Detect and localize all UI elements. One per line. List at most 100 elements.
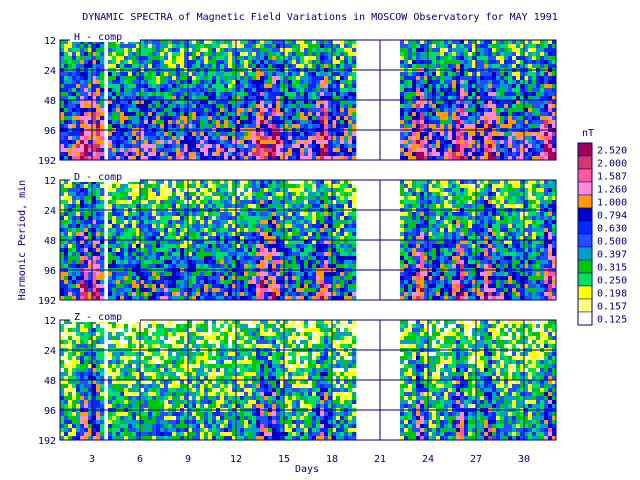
spectrum-cell (244, 64, 249, 69)
spectrum-cell (400, 48, 405, 53)
spectrum-cell (180, 216, 185, 221)
spectrum-cell (532, 60, 537, 65)
spectrum-cell (200, 204, 205, 209)
spectrum-cell (156, 48, 161, 53)
spectrum-cell (184, 200, 189, 205)
spectrum-cell (272, 244, 277, 249)
spectrum-cell (96, 180, 101, 185)
spectrum-cell (424, 64, 429, 69)
spectrum-cell (160, 104, 165, 109)
spectrum-cell (120, 228, 125, 233)
spectrum-cell (172, 96, 177, 101)
spectrum-cell (96, 108, 101, 113)
spectrum-cell (76, 196, 81, 201)
spectrum-cell (272, 60, 277, 65)
spectrum-cell (264, 108, 269, 113)
spectrum-cell (228, 192, 233, 197)
spectrum-cell (196, 144, 201, 149)
spectrum-cell (488, 108, 493, 113)
spectrum-cell (512, 48, 517, 53)
spectrum-cell (508, 72, 513, 77)
spectrum-cell (412, 64, 417, 69)
spectrum-cell (292, 64, 297, 69)
spectrum-cell (68, 220, 73, 225)
spectrum-cell (444, 92, 449, 97)
spectrum-cell (352, 60, 357, 65)
spectrum-cell (240, 188, 245, 193)
spectrum-cell (536, 152, 541, 157)
spectrum-cell (500, 108, 505, 113)
spectrum-cell (92, 228, 97, 233)
spectrum-cell (260, 216, 265, 221)
spectrum-cell (88, 156, 93, 161)
spectrum-cell (452, 64, 457, 69)
spectrum-cell (120, 276, 125, 281)
spectrum-cell (140, 196, 145, 201)
spectrum-cell (84, 132, 89, 137)
spectrum-cell (316, 80, 321, 85)
spectrum-cell (72, 196, 77, 201)
spectrum-cell (352, 40, 357, 45)
spectrum-cell (512, 84, 517, 89)
spectrum-cell (192, 148, 197, 153)
spectrum-cell (108, 284, 113, 289)
spectrum-cell (496, 92, 501, 97)
spectrum-cell (188, 148, 193, 153)
spectrum-cell (148, 244, 153, 249)
spectrum-cell (164, 72, 169, 77)
spectrum-cell (412, 60, 417, 65)
spectrum-cell (236, 40, 241, 45)
spectrum-cell (532, 44, 537, 49)
spectrum-cell (468, 136, 473, 141)
spectrum-cell (92, 108, 97, 113)
spectrum-cell (528, 92, 533, 97)
spectrum-cell (84, 264, 89, 269)
spectrum-cell (108, 228, 113, 233)
spectrum-cell (232, 224, 237, 229)
spectrum-cell (256, 56, 261, 61)
spectrum-cell (176, 272, 181, 277)
spectrum-cell (272, 112, 277, 117)
spectrum-cell (84, 188, 89, 193)
spectrum-cell (252, 212, 257, 217)
spectrum-cell (492, 152, 497, 157)
spectrum-cell (472, 120, 477, 125)
spectrum-cell (132, 80, 137, 85)
spectrum-cell (184, 152, 189, 157)
spectrum-cell (532, 92, 537, 97)
spectrum-cell (228, 140, 233, 145)
spectrum-cell (148, 132, 153, 137)
spectrum-cell (144, 260, 149, 265)
spectrum-cell (240, 44, 245, 49)
spectrum-cell (168, 244, 173, 249)
spectrum-cell (232, 256, 237, 261)
spectrum-cell (72, 116, 77, 121)
spectrum-cell (128, 152, 133, 157)
spectrum-cell (212, 112, 217, 117)
spectrum-cell (300, 116, 305, 121)
spectrum-cell (100, 52, 105, 57)
spectrum-cell (212, 248, 217, 253)
spectrum-cell (76, 52, 81, 57)
spectrum-cell (340, 124, 345, 129)
spectrum-cell (128, 60, 133, 65)
spectrum-cell (252, 76, 257, 81)
spectrum-cell (216, 260, 221, 265)
spectrum-cell (92, 284, 97, 289)
spectrum-cell (92, 140, 97, 145)
spectrum-cell (132, 264, 137, 269)
spectrum-cell (172, 108, 177, 113)
spectrum-cell (416, 108, 421, 113)
spectrum-cell (196, 60, 201, 65)
spectrum-cell (172, 140, 177, 145)
spectrum-cell (156, 220, 161, 225)
spectrum-cell (148, 228, 153, 233)
spectrum-cell (220, 292, 225, 297)
spectrum-cell (448, 156, 453, 161)
spectrum-cell (304, 152, 309, 157)
spectrum-cell (64, 204, 69, 209)
spectrum-cell (68, 216, 73, 221)
spectrum-cell (80, 276, 85, 281)
spectrum-cell (116, 260, 121, 265)
spectrum-cell (156, 108, 161, 113)
